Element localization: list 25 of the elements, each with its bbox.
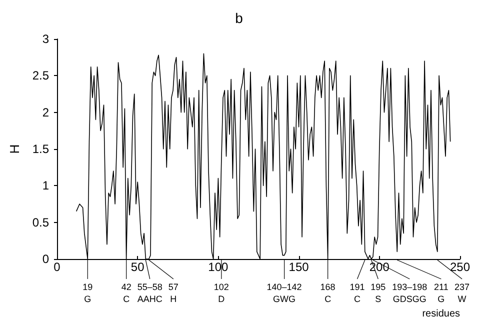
annotation: 55–58 AAHC <box>137 282 163 304</box>
chart-title: b <box>235 10 244 26</box>
x-tick-label: 50 <box>130 260 145 274</box>
annotation: 19 G <box>82 282 93 304</box>
annotation: 211 G <box>434 282 448 304</box>
annotation: 42 C <box>121 282 132 304</box>
y-tick-label: 1.5 <box>32 142 50 156</box>
annotation: 237 W <box>454 282 470 304</box>
y-tick-label: 0.5 <box>32 215 50 230</box>
x-tick-label: 0 <box>54 260 61 274</box>
annotation: 140–142 GWG <box>266 282 302 304</box>
x-tick-label: 250 <box>450 260 470 274</box>
annotation: 191 C <box>350 282 365 304</box>
x-tick-label: 150 <box>288 260 310 274</box>
annotation: 57 H <box>168 282 178 304</box>
y-axis-title: H <box>7 144 22 154</box>
annotation: 102 D <box>214 282 229 304</box>
annotation: 168 C <box>320 282 336 304</box>
y-tick-label: 3 <box>42 32 50 46</box>
annotation: 193–198 GDSGG <box>392 282 428 304</box>
y-tick-label: 1 <box>42 178 50 193</box>
y-tick-label: 2 <box>42 105 50 120</box>
y-tick-label: 2.5 <box>32 68 50 83</box>
x-axis-title: residues <box>422 308 460 320</box>
annotation: 195 S <box>370 282 386 304</box>
